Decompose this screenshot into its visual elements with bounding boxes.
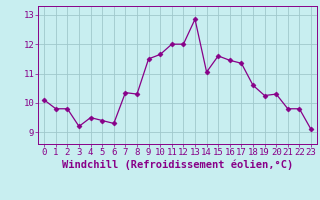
X-axis label: Windchill (Refroidissement éolien,°C): Windchill (Refroidissement éolien,°C) — [62, 160, 293, 170]
